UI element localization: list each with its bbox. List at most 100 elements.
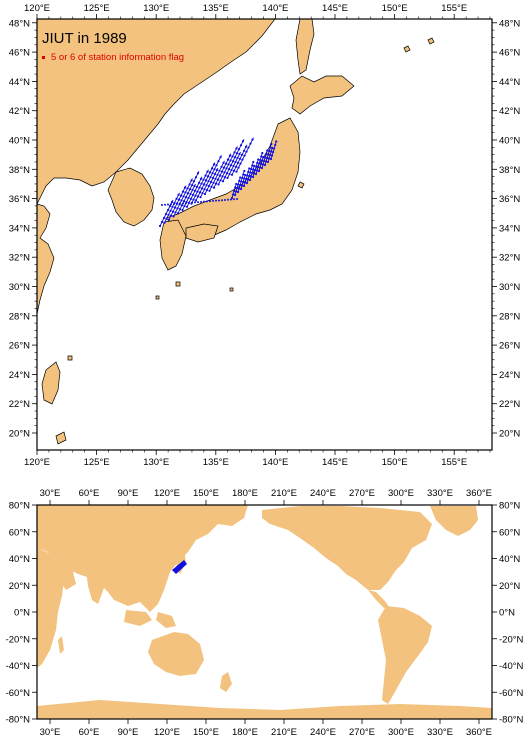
lat-tick-label: 42°N	[9, 106, 30, 117]
lon-tick-label: 300°E	[388, 488, 414, 499]
lat-tick-label: 80°N	[9, 501, 30, 512]
lat-tick-label: 24°N	[499, 370, 520, 381]
lat-tick-label: -60°N	[6, 688, 31, 699]
lat-tick-label: 38°N	[9, 165, 30, 176]
lon-tick-label: 60°E	[79, 727, 100, 738]
lon-tick-label: 130°E	[143, 457, 169, 468]
lon-tick-label: 300°E	[388, 727, 414, 738]
lon-tick-label: 180°E	[232, 488, 258, 499]
lat-tick-label: 40°N	[9, 554, 30, 565]
lon-tick-label: 360°E	[466, 727, 492, 738]
regional-map-ticks: 120°E 120°E 125°E 125°E 130°E 130°E 135°E 135°E…	[9, 3, 521, 468]
legend-marker	[42, 56, 45, 59]
lat-tick-label: 0°N	[499, 608, 515, 619]
lon-tick-label: 120°E	[24, 3, 50, 14]
lat-tick-label: 20°N	[9, 429, 30, 440]
land-regional	[36, 18, 435, 445]
lon-tick-label: 210°E	[271, 727, 297, 738]
lat-tick-label: 0°N	[14, 608, 30, 619]
lat-tick-label: 28°N	[499, 311, 520, 322]
lat-tick-label: 40°N	[9, 136, 30, 147]
lat-tick-label: 42°N	[499, 106, 520, 117]
lon-tick-label: 130°E	[143, 3, 169, 14]
legend-label: 5 or 6 of station information flag	[51, 52, 184, 63]
lon-tick-label: 240°E	[310, 488, 336, 499]
lon-tick-label: 120°E	[24, 457, 50, 468]
lat-tick-label: 34°N	[499, 223, 520, 234]
lat-tick-label: 80°N	[499, 501, 520, 512]
lon-tick-label: 330°E	[427, 727, 453, 738]
lon-tick-label: 150°E	[382, 3, 408, 14]
lon-tick-label: 135°E	[203, 3, 229, 14]
land-world	[37, 505, 492, 719]
lat-tick-label: 28°N	[9, 311, 30, 322]
lon-tick-label: 90°E	[118, 727, 139, 738]
lon-tick-label: 270°E	[349, 727, 375, 738]
lat-tick-label: -80°N	[499, 715, 524, 726]
lat-tick-label: 30°N	[499, 282, 520, 293]
lat-tick-label: 44°N	[499, 77, 520, 88]
lon-tick-label: 155°E	[441, 457, 467, 468]
lat-tick-label: 44°N	[9, 77, 30, 88]
world-map-ticks: 30°E 30°E 60°E 60°E 90°E 90°E 120°E 120°E 150°E 1…	[6, 488, 524, 738]
lat-tick-label: 60°N	[9, 527, 30, 538]
lat-tick-label: 36°N	[499, 194, 520, 205]
station-markers	[158, 137, 278, 228]
lat-tick-label: 48°N	[9, 18, 30, 29]
lat-tick-label: -60°N	[499, 688, 524, 699]
lat-tick-label: 32°N	[9, 253, 30, 264]
lat-tick-label: 22°N	[499, 399, 520, 410]
lat-tick-label: 34°N	[9, 223, 30, 234]
lat-tick-label: 20°N	[9, 581, 30, 592]
lat-tick-label: 60°N	[499, 527, 520, 538]
lon-tick-label: 90°E	[118, 488, 139, 499]
lat-tick-label: 26°N	[499, 341, 520, 352]
map-title: JIUT in 1989	[42, 30, 127, 47]
lat-tick-label: -20°N	[6, 634, 31, 645]
lat-tick-label: 46°N	[499, 48, 520, 59]
lon-tick-label: 360°E	[466, 488, 492, 499]
lat-tick-label: 48°N	[499, 18, 520, 29]
lon-tick-label: 120°E	[154, 488, 180, 499]
lon-tick-label: 150°E	[382, 457, 408, 468]
lon-tick-label: 125°E	[84, 3, 110, 14]
lat-tick-label: 38°N	[499, 165, 520, 176]
lon-tick-label: 60°E	[79, 488, 100, 499]
lat-tick-label: 40°N	[499, 554, 520, 565]
lat-tick-label: -80°N	[6, 715, 31, 726]
regional-highlight	[172, 560, 187, 574]
lon-tick-label: 120°E	[154, 727, 180, 738]
lon-tick-label: 140°E	[262, 3, 288, 14]
lat-tick-label: 46°N	[9, 48, 30, 59]
lon-tick-label: 180°E	[232, 727, 258, 738]
lon-tick-label: 140°E	[262, 457, 288, 468]
lon-tick-label: 30°E	[40, 727, 61, 738]
lon-tick-label: 135°E	[203, 457, 229, 468]
lon-tick-label: 270°E	[349, 488, 375, 499]
lon-tick-label: 240°E	[310, 727, 336, 738]
lon-tick-label: 210°E	[271, 488, 297, 499]
lon-tick-label: 30°E	[40, 488, 61, 499]
lat-tick-label: 36°N	[9, 194, 30, 205]
lat-tick-label: 30°N	[9, 282, 30, 293]
lon-tick-label: 150°E	[193, 488, 219, 499]
lat-tick-label: 26°N	[9, 341, 30, 352]
lon-tick-label: 145°E	[322, 457, 348, 468]
lat-tick-label: 32°N	[499, 253, 520, 264]
lon-tick-label: 125°E	[84, 457, 110, 468]
world-map: 30°E 30°E 60°E 60°E 90°E 90°E 120°E 120°E 150°E 1…	[6, 488, 524, 738]
lat-tick-label: 40°N	[499, 136, 520, 147]
lat-tick-label: -40°N	[499, 661, 524, 672]
lat-tick-label: 24°N	[9, 370, 30, 381]
lat-tick-label: 22°N	[9, 399, 30, 410]
lon-tick-label: 155°E	[441, 3, 467, 14]
lat-tick-label: 20°N	[499, 429, 520, 440]
lon-tick-label: 145°E	[322, 3, 348, 14]
lat-tick-label: 20°N	[499, 581, 520, 592]
regional-map: 120°E 120°E 125°E 125°E 130°E 130°E 135°E 135°E…	[9, 3, 521, 468]
lat-tick-label: -40°N	[6, 661, 31, 672]
lon-tick-label: 330°E	[427, 488, 453, 499]
lat-tick-label: -20°N	[499, 634, 524, 645]
lon-tick-label: 150°E	[193, 727, 219, 738]
